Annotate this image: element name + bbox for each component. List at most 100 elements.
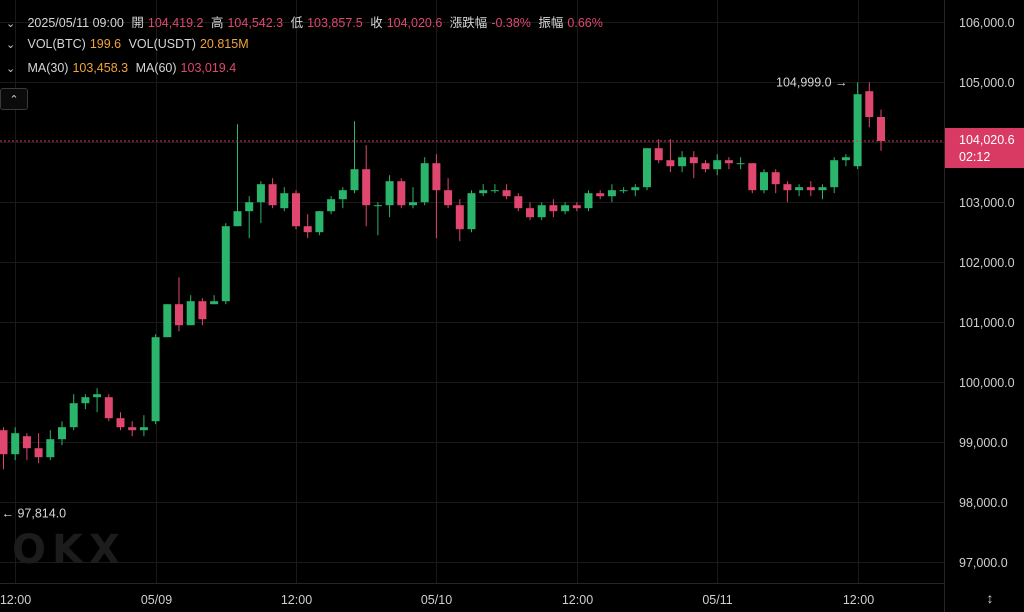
candle xyxy=(221,223,230,305)
ma30-label: MA(30) xyxy=(27,61,69,75)
candle-body xyxy=(116,418,125,428)
ohlc-row: ⌄ 2025/05/11 09:00 開 104,419.2 高 104,542.3… xyxy=(6,12,607,31)
candle-body xyxy=(233,211,242,227)
candle-body xyxy=(198,301,207,320)
candle xyxy=(865,82,874,128)
time-tick-label: 12:00 xyxy=(281,593,312,607)
chevron-down-icon[interactable]: ⌄ xyxy=(6,39,16,51)
candle-body xyxy=(643,148,651,188)
candle xyxy=(116,412,125,431)
candle-body xyxy=(526,208,534,218)
candle xyxy=(643,148,651,191)
candle-body xyxy=(865,91,874,117)
candle-body xyxy=(678,157,687,167)
candle xyxy=(409,187,417,209)
candle-body xyxy=(128,427,137,431)
chevron-down-icon[interactable]: ⌄ xyxy=(6,63,16,75)
price-tick-label: 105,000.0 xyxy=(959,76,1015,90)
candle-body xyxy=(877,117,885,141)
candle-body xyxy=(853,94,862,167)
amplitude-label: 振幅 xyxy=(538,16,564,30)
candle xyxy=(175,277,183,332)
low-price-annotation: ← 97,814.0 xyxy=(2,506,67,520)
low-value: 103,857.5 xyxy=(307,16,363,30)
candle xyxy=(760,169,768,194)
vol-btc-value: 199.6 xyxy=(89,37,122,51)
candle-body xyxy=(561,205,570,212)
candle-body xyxy=(373,205,382,207)
candle xyxy=(467,190,476,233)
candle xyxy=(104,394,113,422)
candle-body xyxy=(689,157,698,164)
candle xyxy=(526,202,534,221)
candle-body xyxy=(467,193,476,230)
candle-body xyxy=(46,439,55,458)
candle xyxy=(233,124,242,227)
candle-body xyxy=(584,193,593,209)
candle-body xyxy=(607,190,616,197)
candle xyxy=(724,157,733,170)
chevron-up-icon: ⌃ xyxy=(9,93,19,106)
time-axis[interactable]: 12:00 05/09 12:00 05/10 12:00 05/11 12:00 xyxy=(0,593,874,607)
candle-body xyxy=(479,190,488,194)
candle-body xyxy=(210,301,219,305)
candle xyxy=(256,181,265,224)
candle-body xyxy=(432,163,441,191)
candle xyxy=(666,139,675,173)
candle xyxy=(34,433,43,464)
amplitude-value: 0.66% xyxy=(567,16,603,30)
candle-body xyxy=(186,301,195,326)
candles xyxy=(0,82,885,470)
candle xyxy=(210,295,219,305)
vol-usdt-value: 20.815M xyxy=(199,37,249,51)
candle-body xyxy=(81,397,90,404)
price-tick-label: 102,000.0 xyxy=(959,256,1015,270)
price-tick-label: 106,000.0 xyxy=(959,16,1015,30)
candle xyxy=(561,202,570,215)
candle-body xyxy=(736,163,745,165)
candle-body xyxy=(245,202,254,212)
candle xyxy=(479,184,488,197)
candle xyxy=(420,157,429,206)
candle-body xyxy=(444,190,453,206)
change-label: 漲跌幅 xyxy=(449,16,488,30)
candle xyxy=(151,334,160,425)
candle-body xyxy=(549,205,558,212)
candle-body xyxy=(806,187,815,191)
candle-body xyxy=(420,163,429,203)
candle xyxy=(841,154,850,167)
candle-body xyxy=(713,160,722,170)
ma60-label: MA(60) xyxy=(135,61,177,75)
price-tick-label: 98,000.0 xyxy=(959,496,1008,510)
axis-settings-icon[interactable]: ↕ xyxy=(986,590,994,606)
candle-body xyxy=(537,205,546,218)
candle-body xyxy=(58,427,66,440)
candle xyxy=(783,181,792,203)
candle xyxy=(853,82,862,170)
candle-body xyxy=(175,304,183,326)
close-value: 104,020.6 xyxy=(386,16,443,30)
candle xyxy=(701,160,710,173)
candle-body xyxy=(701,163,710,170)
chevron-down-icon[interactable]: ⌄ xyxy=(6,18,16,30)
candle-body xyxy=(256,184,265,203)
price-axis[interactable]: 97,000.0 98,000.0 99,000.0 100,000.0 101,000… xyxy=(959,16,1015,570)
collapse-indicators-button[interactable]: ⌃ xyxy=(0,88,28,110)
candle-body xyxy=(338,190,347,200)
candle xyxy=(455,199,464,242)
candle xyxy=(327,196,336,215)
change-value: -0.38% xyxy=(491,16,531,30)
open-value: 104,419.2 xyxy=(147,16,204,30)
candle xyxy=(748,163,757,194)
candle xyxy=(0,427,8,470)
vol-btc-label: VOL(BTC) xyxy=(27,37,86,51)
candle xyxy=(654,139,663,164)
price-tick-label: 103,000.0 xyxy=(959,196,1015,210)
candle-body xyxy=(151,337,160,422)
candle xyxy=(350,121,359,194)
candle-body xyxy=(666,160,675,167)
candle xyxy=(631,184,640,197)
vol-usdt-label: VOL(USDT) xyxy=(128,37,196,51)
candle-datetime: 2025/05/11 09:00 xyxy=(27,16,124,30)
